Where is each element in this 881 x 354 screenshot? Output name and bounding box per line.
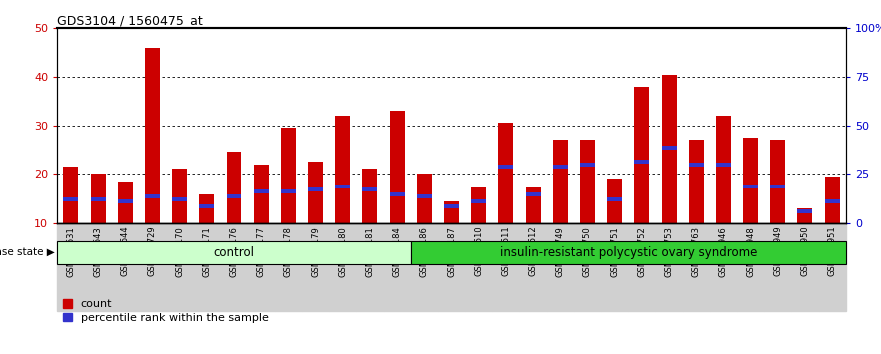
Bar bbox=[737, 223, 764, 311]
Bar bbox=[417, 175, 432, 223]
Bar bbox=[57, 241, 411, 264]
Bar bbox=[226, 153, 241, 223]
Bar bbox=[770, 140, 785, 223]
Bar bbox=[662, 145, 677, 149]
Bar bbox=[743, 184, 758, 188]
Bar bbox=[634, 87, 649, 223]
Bar bbox=[389, 192, 404, 196]
Text: control: control bbox=[213, 246, 255, 259]
Bar bbox=[356, 223, 383, 311]
Bar bbox=[797, 209, 812, 213]
Bar bbox=[764, 223, 791, 311]
Bar bbox=[199, 194, 214, 223]
Text: disease state ▶: disease state ▶ bbox=[0, 247, 55, 257]
Bar bbox=[91, 197, 106, 201]
Bar bbox=[520, 223, 547, 311]
Legend: count, percentile rank within the sample: count, percentile rank within the sample bbox=[63, 299, 269, 323]
Bar bbox=[655, 223, 683, 311]
Bar bbox=[336, 116, 351, 223]
Bar bbox=[526, 187, 541, 223]
Bar bbox=[825, 177, 840, 223]
Bar bbox=[552, 165, 567, 169]
Bar bbox=[193, 223, 220, 311]
Bar bbox=[362, 170, 377, 223]
Bar bbox=[797, 209, 812, 223]
Bar bbox=[465, 223, 492, 311]
Bar bbox=[580, 140, 595, 223]
Bar bbox=[607, 197, 622, 201]
Bar bbox=[438, 223, 465, 311]
Bar bbox=[275, 223, 302, 311]
Bar bbox=[628, 223, 655, 311]
Bar bbox=[444, 204, 459, 208]
Bar bbox=[471, 199, 486, 203]
Bar bbox=[770, 184, 785, 188]
Bar bbox=[574, 223, 601, 311]
Bar bbox=[254, 165, 269, 223]
Text: insulin-resistant polycystic ovary syndrome: insulin-resistant polycystic ovary syndr… bbox=[500, 246, 757, 259]
Bar bbox=[308, 162, 323, 223]
Bar bbox=[336, 184, 351, 188]
Bar bbox=[85, 223, 112, 311]
Bar bbox=[302, 223, 329, 311]
Bar bbox=[139, 223, 166, 311]
Bar bbox=[118, 199, 133, 203]
Bar bbox=[526, 192, 541, 196]
Bar bbox=[226, 194, 241, 198]
Bar bbox=[281, 128, 296, 223]
Bar bbox=[716, 116, 731, 223]
Bar bbox=[552, 140, 567, 223]
Bar bbox=[607, 179, 622, 223]
Bar bbox=[145, 194, 160, 198]
Bar bbox=[547, 223, 574, 311]
Bar bbox=[499, 165, 514, 169]
Bar bbox=[383, 223, 411, 311]
Bar bbox=[145, 48, 160, 223]
Bar bbox=[743, 138, 758, 223]
Bar bbox=[499, 123, 514, 223]
Bar bbox=[444, 201, 459, 223]
Bar bbox=[825, 199, 840, 203]
Bar bbox=[580, 163, 595, 167]
Bar bbox=[281, 189, 296, 193]
Bar bbox=[329, 223, 356, 311]
Bar bbox=[689, 140, 704, 223]
Bar bbox=[662, 75, 677, 223]
Bar bbox=[471, 187, 486, 223]
Bar bbox=[118, 182, 133, 223]
Bar bbox=[63, 197, 78, 201]
Bar bbox=[634, 160, 649, 164]
Bar bbox=[172, 197, 187, 201]
Bar bbox=[254, 189, 269, 193]
Bar bbox=[166, 223, 193, 311]
Bar bbox=[492, 223, 520, 311]
Bar bbox=[199, 204, 214, 208]
Bar bbox=[710, 223, 737, 311]
Bar bbox=[683, 223, 710, 311]
Bar bbox=[248, 223, 275, 311]
Text: GDS3104 / 1560475_at: GDS3104 / 1560475_at bbox=[57, 14, 203, 27]
Bar bbox=[308, 187, 323, 191]
Bar bbox=[689, 163, 704, 167]
Bar bbox=[172, 170, 187, 223]
Bar bbox=[112, 223, 139, 311]
Bar bbox=[389, 111, 404, 223]
Bar bbox=[791, 223, 818, 311]
Bar bbox=[91, 175, 106, 223]
Bar bbox=[57, 223, 85, 311]
Bar bbox=[220, 223, 248, 311]
Bar bbox=[411, 223, 438, 311]
Bar bbox=[818, 223, 846, 311]
Bar bbox=[63, 167, 78, 223]
Bar bbox=[417, 194, 432, 198]
Bar bbox=[411, 241, 846, 264]
Bar bbox=[362, 187, 377, 191]
Bar bbox=[601, 223, 628, 311]
Bar bbox=[716, 163, 731, 167]
